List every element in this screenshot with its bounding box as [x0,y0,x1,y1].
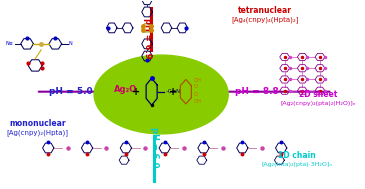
Text: 1D chain: 1D chain [278,151,316,160]
Text: [Ag(cnpy)₂(Hpta)]: [Ag(cnpy)₂(Hpta)] [7,130,69,136]
Text: pH = 6.9: pH = 6.9 [143,18,151,58]
Text: Ag₂O: Ag₂O [114,85,138,94]
Text: OH: OH [194,78,202,83]
Text: [Ag₄(cnpy)₄(Hpta)₂]: [Ag₄(cnpy)₄(Hpta)₂] [231,16,299,23]
Text: 2D sheet: 2D sheet [299,90,337,99]
Text: +: + [169,87,178,97]
Text: tetranuclear: tetranuclear [238,5,292,15]
Text: OH: OH [194,99,202,104]
Ellipse shape [94,55,228,134]
Text: [Ag₂(cnpy)₂(pta)₂(H₂O)]ₙ: [Ag₂(cnpy)₂(pta)₂(H₂O)]ₙ [281,101,356,106]
Text: +: + [132,87,141,97]
Text: N≡: N≡ [6,41,14,46]
Text: O: O [194,84,198,90]
Text: pH = 5.0: pH = 5.0 [49,87,92,96]
Text: O: O [194,92,198,97]
Text: pH = 6.0: pH = 6.0 [150,127,159,167]
Text: mononuclear: mononuclear [9,119,66,128]
Text: –C≡N: –C≡N [166,89,181,94]
Text: N: N [68,41,72,46]
Text: pH = 8.8: pH = 8.8 [235,87,279,96]
Text: [Ag₂(inta)₂(pta)·3H₂O]ₙ: [Ag₂(inta)₂(pta)·3H₂O]ₙ [262,162,333,167]
